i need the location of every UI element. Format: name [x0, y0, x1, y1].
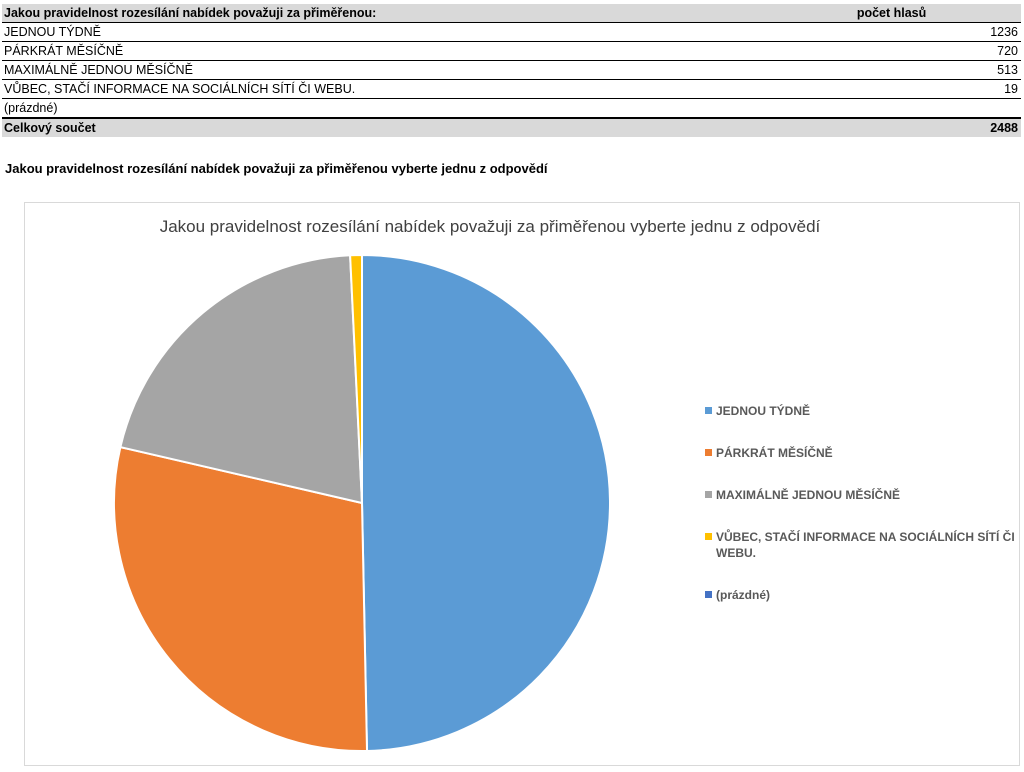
table-total-row: Celkový součet 2488: [2, 118, 1021, 137]
vote-table: Jakou pravidelnost rozesílání nabídek po…: [2, 4, 1021, 137]
legend-item: PÁRKRÁT MĚSÍČNĚ: [705, 445, 1015, 461]
legend-swatch: [705, 491, 712, 498]
legend-item: VŮBEC, STAČÍ INFORMACE NA SOCIÁLNÍCH SÍT…: [705, 529, 1015, 561]
table-row: JEDNOU TÝDNĚ 1236: [2, 22, 1021, 42]
legend-swatch: [705, 449, 712, 456]
table-header-count: počet hlasů: [856, 4, 1021, 23]
row-value: 720: [856, 41, 1021, 61]
pie-slice: [119, 254, 364, 505]
table-header-question: Jakou pravidelnost rozesílání nabídek po…: [2, 4, 857, 23]
row-value: 19: [856, 79, 1021, 99]
row-label: (prázdné): [2, 98, 857, 119]
chart-title: Jakou pravidelnost rozesílání nabídek po…: [159, 217, 821, 236]
legend-label: PÁRKRÁT MĚSÍČNĚ: [716, 446, 833, 460]
legend-swatch: [705, 533, 712, 540]
pie-chart: Jakou pravidelnost rozesílání nabídek po…: [24, 202, 1020, 766]
table-row: VŮBEC, STAČÍ INFORMACE NA SOCIÁLNÍCH SÍT…: [2, 79, 1021, 99]
row-label: VŮBEC, STAČÍ INFORMACE NA SOCIÁLNÍCH SÍT…: [2, 79, 857, 99]
table-row: PÁRKRÁT MĚSÍČNĚ 720: [2, 41, 1021, 61]
legend-label: (prázdné): [716, 588, 770, 602]
legend-item: (prázdné): [705, 587, 1015, 603]
row-value: 513: [856, 60, 1021, 80]
row-label: JEDNOU TÝDNĚ: [2, 22, 857, 42]
row-label: PÁRKRÁT MĚSÍČNĚ: [2, 41, 857, 61]
legend-label: MAXIMÁLNĚ JEDNOU MĚSÍČNĚ: [716, 488, 901, 502]
total-label: Celkový součet: [2, 118, 857, 137]
legend-swatch: [705, 407, 712, 414]
row-value: 1236: [856, 22, 1021, 42]
pie-plot-area: [113, 253, 611, 752]
chart-legend: JEDNOU TÝDNĚ PÁRKRÁT MĚSÍČNĚ MAXIMÁLNĚ JED…: [705, 403, 1015, 629]
table-row: (prázdné): [2, 98, 1021, 119]
legend-swatch: [705, 591, 712, 598]
pie-slice: [113, 445, 369, 752]
row-label: MAXIMÁLNĚ JEDNOU MĚSÍČNĚ: [2, 60, 857, 80]
row-value: [856, 98, 1021, 119]
legend-label: JEDNOU TÝDNĚ: [716, 404, 811, 418]
legend-item: JEDNOU TÝDNĚ: [705, 403, 1015, 419]
total-value: 2488: [856, 118, 1021, 137]
section-title: Jakou pravidelnost rozesílání nabídek po…: [5, 161, 548, 176]
table-row: MAXIMÁLNĚ JEDNOU MĚSÍČNĚ 513: [2, 60, 1021, 80]
pie-slice: [349, 253, 363, 504]
legend-item: MAXIMÁLNĚ JEDNOU MĚSÍČNĚ: [705, 487, 1015, 503]
legend-label: VŮBEC, STAČÍ INFORMACE NA SOCIÁLNÍCH SÍT…: [716, 530, 1015, 560]
table-header-row: Jakou pravidelnost rozesílání nabídek po…: [2, 4, 1021, 23]
pie-slice: [361, 253, 611, 752]
